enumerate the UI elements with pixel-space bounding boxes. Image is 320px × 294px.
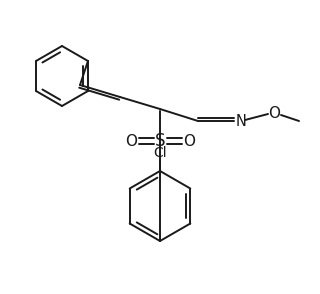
Text: O: O (183, 133, 195, 148)
Text: O: O (125, 133, 137, 148)
Text: S: S (155, 132, 165, 150)
Text: N: N (236, 113, 247, 128)
Text: O: O (268, 106, 280, 121)
Text: Cl: Cl (153, 146, 167, 160)
